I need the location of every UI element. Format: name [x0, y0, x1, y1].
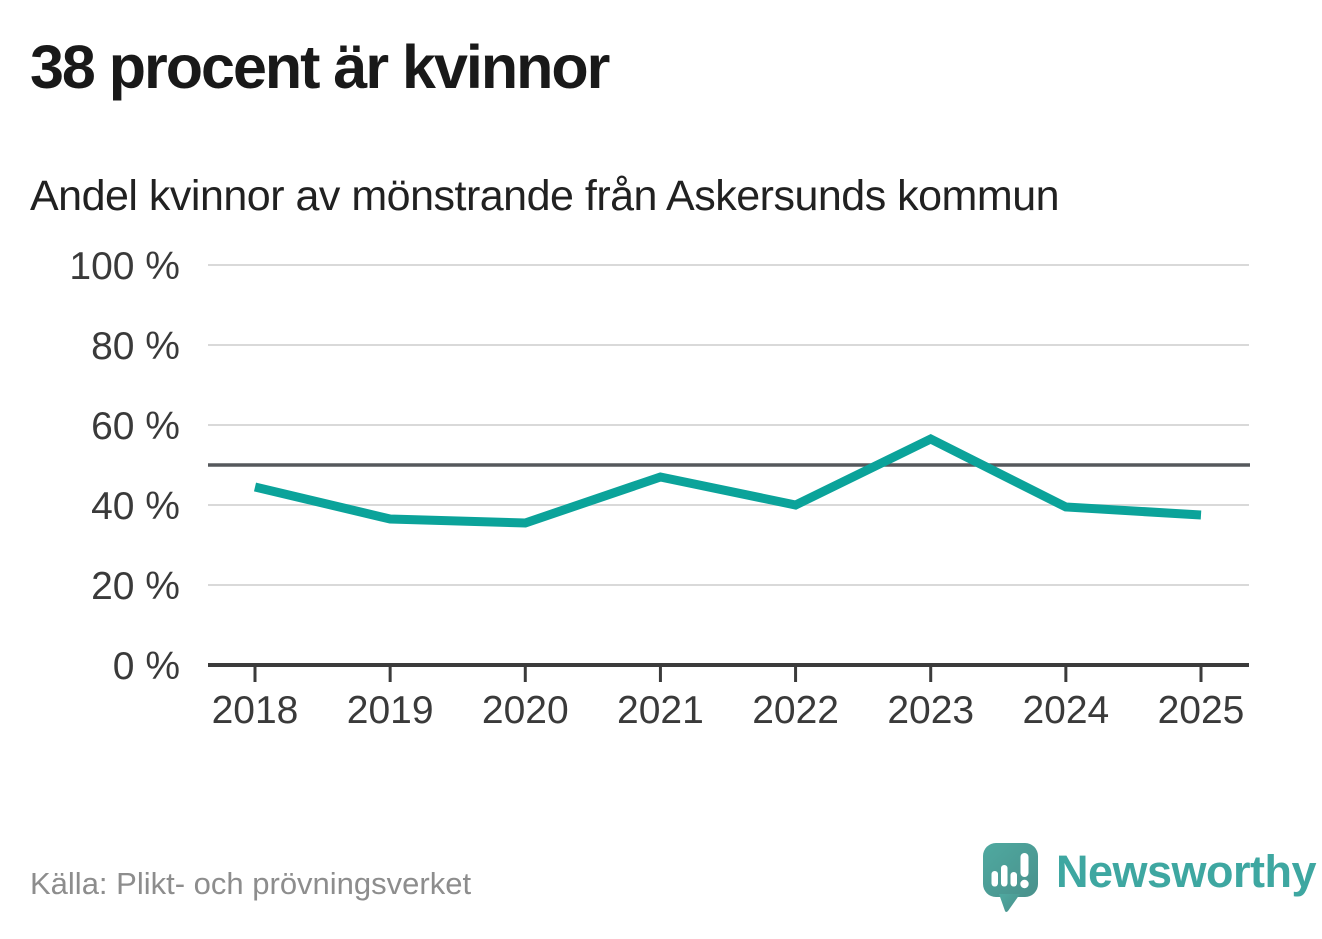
bubble-tail — [999, 894, 1020, 912]
data-line — [253, 433, 1202, 528]
x-tick-label: 2021 — [617, 689, 704, 732]
x-tick-label: 2022 — [752, 689, 839, 732]
page-title: 38 procent är kvinnor — [30, 33, 610, 101]
brand-name: Newsworthy — [1056, 846, 1317, 897]
y-tick-label: 80 % — [91, 325, 180, 368]
source-note: Källa: Plikt- och prövningsverket — [30, 866, 472, 901]
x-tick-label: 2024 — [1022, 689, 1109, 732]
x-tick-label: 2018 — [212, 689, 299, 732]
y-tick-label: 0 % — [113, 645, 180, 688]
y-tick-label: 100 % — [69, 245, 180, 288]
x-tick-label: 2019 — [347, 689, 434, 732]
line-chart: 2018 2019 2020 2021 2022 2023 2024 2025 0 % 20 % 4… — [69, 245, 1250, 732]
bubble-body — [983, 843, 1038, 897]
y-tick-label: 40 % — [91, 485, 180, 528]
x-tick-label: 2020 — [482, 689, 569, 732]
y-tick-label: 60 % — [91, 405, 180, 448]
brand-logo: Newsworthy — [982, 842, 1317, 916]
x-tick-label: 2023 — [887, 689, 974, 732]
logo-bar — [1010, 872, 1017, 887]
logo-bar — [1001, 865, 1008, 887]
x-tick-label: 2025 — [1158, 689, 1245, 732]
y-tick-label: 20 % — [91, 565, 180, 608]
newsworthy-logo-icon — [983, 843, 1038, 912]
logo-exclamation-dot — [1020, 879, 1029, 889]
logo-exclamation — [1020, 853, 1029, 877]
logo-bar — [991, 871, 998, 887]
chart-subtitle: Andel kvinnor av mönstrande från Askersu… — [30, 172, 1060, 220]
